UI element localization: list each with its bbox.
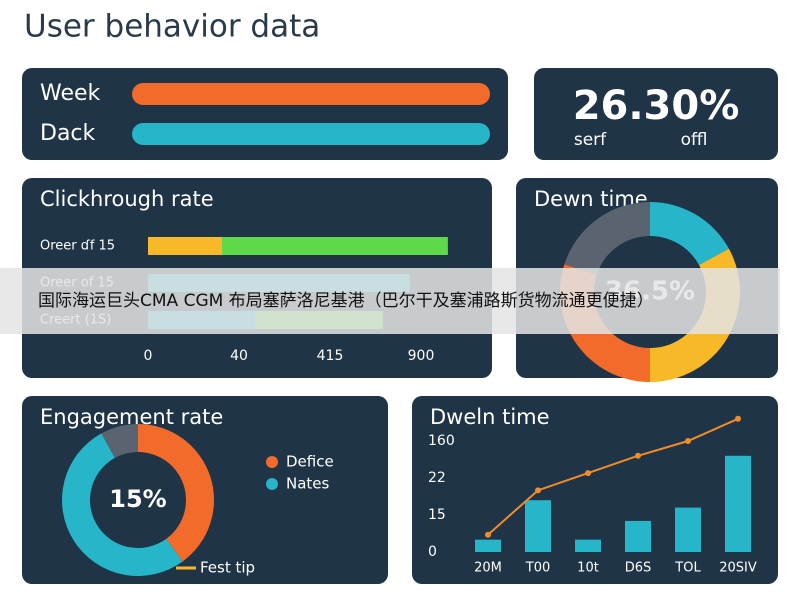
y-tick-label: 160 xyxy=(428,433,455,449)
line xyxy=(487,417,739,536)
row-bar xyxy=(132,83,490,105)
line-point xyxy=(735,415,741,422)
stat-label: offl xyxy=(681,130,708,150)
line-point xyxy=(485,531,491,538)
legend-swatch xyxy=(266,456,278,468)
y-tick-label: Oreer ɗf 15 xyxy=(40,239,115,254)
y-tick-label: 0 xyxy=(428,544,437,560)
x-tick-label: 900 xyxy=(408,348,435,364)
y-tick-label: 22 xyxy=(428,470,446,486)
page-title: User behavior data xyxy=(24,9,320,45)
bar xyxy=(675,507,701,552)
donut-segment xyxy=(61,433,183,577)
bar-segment xyxy=(221,237,448,255)
x-tick-label: 40 xyxy=(230,348,248,364)
donut-segment xyxy=(101,424,138,458)
line-point xyxy=(585,470,591,477)
x-tick-label: 415 xyxy=(317,348,344,364)
bar xyxy=(475,539,501,552)
bar xyxy=(725,455,751,552)
line-point xyxy=(635,452,641,459)
x-tick-label: 10t xyxy=(577,561,599,576)
donut-segment xyxy=(650,202,729,266)
chart-title: Clickhrough rate xyxy=(40,187,214,211)
x-tick-label: T00 xyxy=(525,561,550,576)
stat-card xyxy=(534,68,778,160)
stat-label: serf xyxy=(574,130,607,150)
legend-label: Defice xyxy=(286,453,334,471)
row-bar xyxy=(132,123,490,145)
legend-label: Nates xyxy=(286,475,330,493)
donut-segment xyxy=(564,202,650,275)
overlay-text: 国际海运巨头CMA CGM 布局塞萨洛尼基港（巴尔干及塞浦路斯货物流通更便捷） xyxy=(38,291,654,311)
overlay-band xyxy=(0,268,780,334)
legend-swatch xyxy=(266,478,278,490)
bar-segment xyxy=(148,237,222,255)
x-tick-label: 20M xyxy=(474,561,502,576)
bar xyxy=(525,500,551,552)
row-label: Week xyxy=(40,81,101,106)
x-tick-label: TOL xyxy=(674,561,701,576)
line-point xyxy=(685,438,691,444)
x-tick-label: 20SIV xyxy=(719,561,757,576)
bar xyxy=(575,539,601,552)
x-tick-label: D6S xyxy=(625,561,652,576)
center-label: 15% xyxy=(109,485,166,513)
x-tick-label: 0 xyxy=(144,348,153,364)
donut-segment xyxy=(138,424,214,562)
bar xyxy=(625,520,651,552)
stat-value: 26.30% xyxy=(573,83,740,129)
row-label: Dack xyxy=(40,121,96,146)
chart-title: Dweln time xyxy=(430,405,550,429)
y-tick-label: 15 xyxy=(428,507,446,523)
line-point xyxy=(535,487,541,494)
legend-note: Fest tip xyxy=(200,559,255,577)
